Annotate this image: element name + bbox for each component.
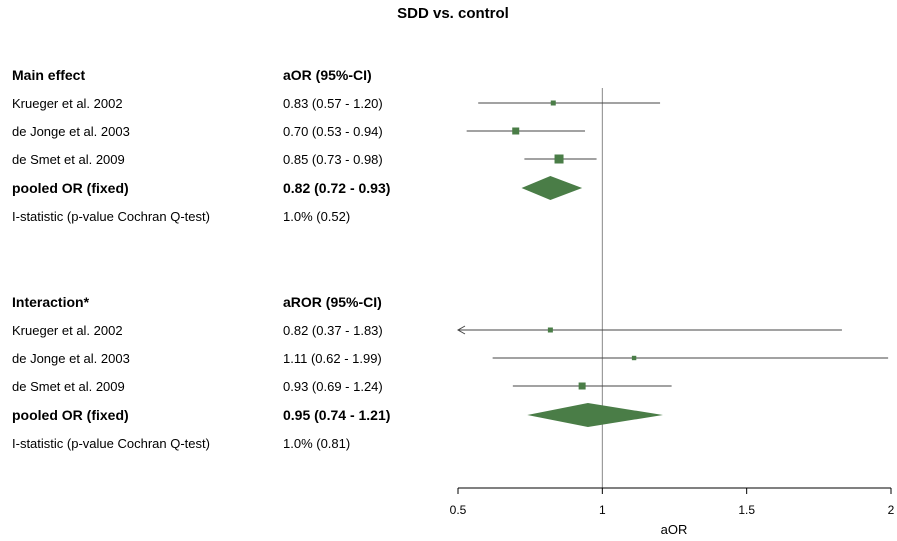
pooled-label: pooled OR (fixed) <box>12 180 129 196</box>
pooled-value: 0.95 (0.74 - 1.21) <box>283 407 390 423</box>
study-label: de Jonge et al. 2003 <box>12 351 130 366</box>
het-value: 1.0% (0.52) <box>283 209 350 224</box>
study-point <box>550 100 556 106</box>
study-value: 0.83 (0.57 - 1.20) <box>283 96 383 111</box>
value-header-main: aOR (95%-CI) <box>283 67 372 83</box>
study-label: de Smet et al. 2009 <box>12 379 125 394</box>
x-axis-label: aOR <box>661 522 688 537</box>
plot-area: 0.5 1 1.5 2 <box>450 88 895 517</box>
het-label: I-statistic (p-value Cochran Q-test) <box>12 209 210 224</box>
pooled-value: 0.82 (0.72 - 0.93) <box>283 180 390 196</box>
section-header-main: Main effect <box>12 67 85 83</box>
study-label: de Jonge et al. 2003 <box>12 124 130 139</box>
ci-arrow <box>456 325 466 335</box>
pooled-diamond <box>527 403 663 427</box>
study-point <box>578 382 586 390</box>
study-label: Krueger et al. 2002 <box>12 96 123 111</box>
x-tick-label: 2 <box>888 503 895 517</box>
pooled-diamond <box>521 176 583 200</box>
study-value: 0.85 (0.73 - 0.98) <box>283 152 383 167</box>
study-value: 1.11 (0.62 - 1.99) <box>283 351 382 366</box>
het-value: 1.0% (0.81) <box>283 436 350 451</box>
study-point <box>512 127 520 135</box>
study-value: 0.93 (0.69 - 1.24) <box>283 379 383 394</box>
chart-title: SDD vs. control <box>397 5 509 22</box>
x-tick-label: 0.5 <box>450 503 467 517</box>
x-tick-label: 1 <box>599 503 606 517</box>
study-point <box>547 327 553 333</box>
study-value: 0.70 (0.53 - 0.94) <box>283 124 383 139</box>
study-point <box>631 355 637 361</box>
section-header-interaction: Interaction* <box>12 294 90 310</box>
study-label: de Smet et al. 2009 <box>12 152 125 167</box>
study-value: 0.82 (0.37 - 1.83) <box>283 323 383 338</box>
study-point <box>554 154 564 164</box>
pooled-label: pooled OR (fixed) <box>12 407 129 423</box>
study-label: Krueger et al. 2002 <box>12 323 123 338</box>
het-label: I-statistic (p-value Cochran Q-test) <box>12 436 210 451</box>
value-header-interaction: aROR (95%-CI) <box>283 294 382 310</box>
x-tick-label: 1.5 <box>738 503 755 517</box>
